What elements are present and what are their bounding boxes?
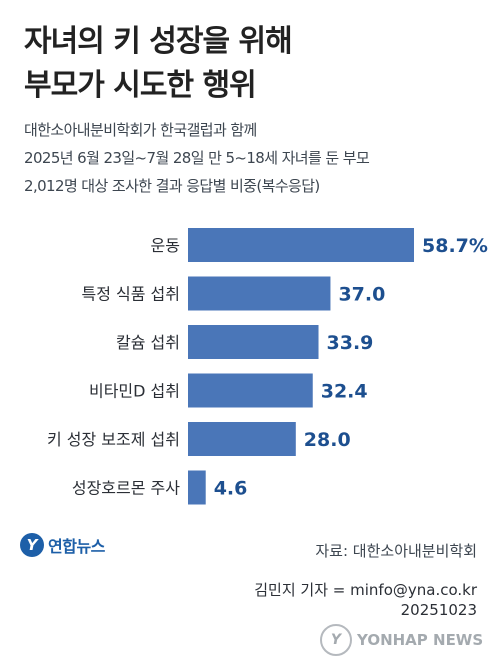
bar-chart: 운동 58.7% 특정 식품 섭취 37.0 칼슘 섭취 33.9 비타민D 섭취 32.4 키… xyxy=(47,228,488,505)
source-note: 자료: 대한소아내분비학회 xyxy=(315,542,477,560)
subtitle-line3: 2,012명 대상 조사한 결과 응답별 비중(복수응답) xyxy=(24,177,320,195)
value-label: 33.9 xyxy=(327,332,374,354)
category-label: 칼슘 섭취 xyxy=(116,333,180,352)
credit-date: 20251023 xyxy=(400,601,477,619)
subtitle-line1: 대한소아내분비학회가 한국갤럽과 함께 xyxy=(24,121,257,139)
chart-subtitle: 대한소아내분비학회가 한국갤럽과 함께 2025년 6월 23일~7월 28일 … xyxy=(24,116,489,200)
value-label: 28.0 xyxy=(304,429,351,451)
yonhap-watermark: Y YONHAP NEWS xyxy=(320,624,483,656)
watermark-text: YONHAP NEWS xyxy=(357,631,484,649)
chart-title: 자녀의 키 성장을 위해 부모가 시도한 행위 xyxy=(24,20,484,108)
category-label: 키 성장 보조제 섭취 xyxy=(47,430,180,449)
watermark-logo-icon: Y xyxy=(320,624,352,656)
yonhap-logo: Y 연합뉴스 xyxy=(20,533,105,557)
value-label: 4.6 xyxy=(214,478,248,500)
bar xyxy=(188,325,319,359)
value-label: 32.4 xyxy=(321,381,368,403)
credit-reporter: 김민지 기자 = minfo@yna.co.kr xyxy=(254,581,477,599)
bar xyxy=(188,422,296,456)
yonhap-logo-text: 연합뉴스 xyxy=(48,537,105,556)
bar xyxy=(188,373,313,408)
subtitle-line2: 2025년 6월 23일~7월 28일 만 5~18세 자녀를 둔 부모 xyxy=(24,149,370,167)
category-label: 특정 식품 섭취 xyxy=(82,285,181,304)
credit: 김민지 기자 = minfo@yna.co.kr 20251023 xyxy=(254,580,477,620)
chart-title-line2: 부모가 시도한 행위 xyxy=(24,68,257,103)
chart-title-line1: 자녀의 키 성장을 위해 xyxy=(24,24,293,59)
bar xyxy=(188,276,331,311)
value-label: 37.0 xyxy=(338,284,385,306)
yonhap-logo-icon: Y xyxy=(20,533,44,557)
bar xyxy=(188,470,206,505)
value-label: 58.7% xyxy=(422,235,488,257)
category-label: 비타민D 섭취 xyxy=(89,382,180,401)
category-label: 운동 xyxy=(151,236,180,255)
bar xyxy=(188,228,414,262)
category-label: 성장호르몬 주사 xyxy=(72,479,180,498)
